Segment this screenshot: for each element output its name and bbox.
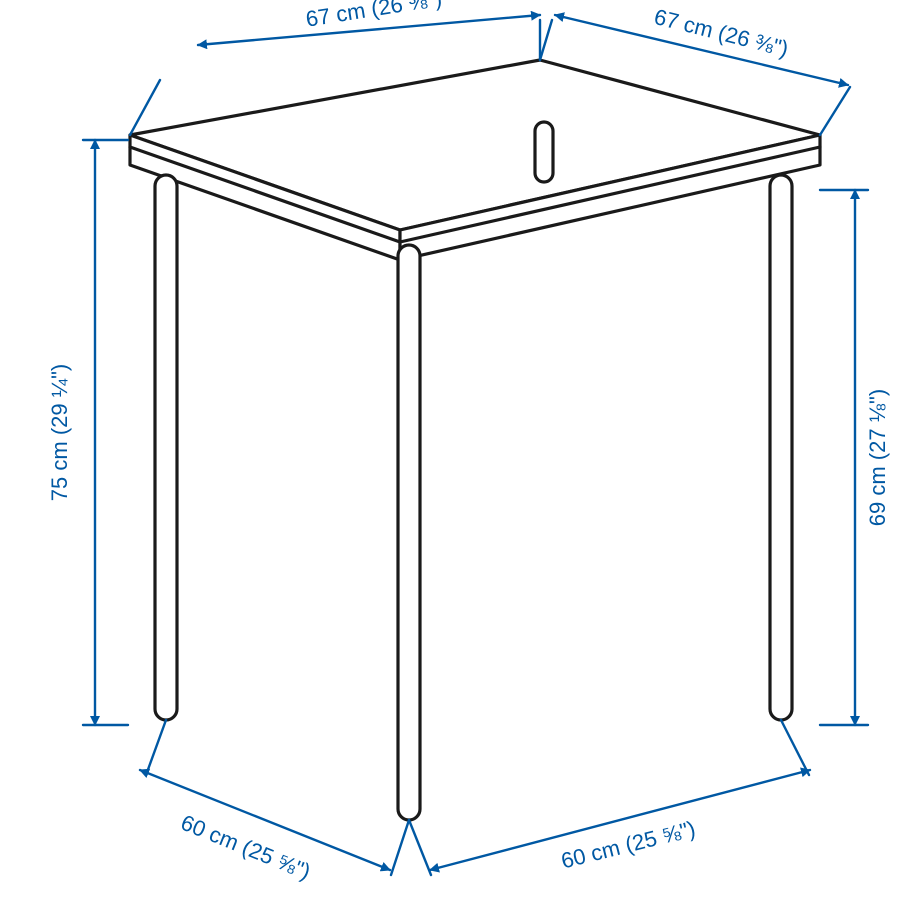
dim-label-base-depth: 60 cm (25 ⅝")	[177, 810, 314, 885]
dim-label-top-depth: 67 cm (26 ⅜")	[652, 4, 791, 62]
dim-label-top-width: 67 cm (26 ⅜")	[304, 0, 444, 32]
table-outline	[130, 60, 820, 820]
dim-label-height-total: 75 cm (29 ¼")	[47, 364, 72, 501]
dim-label-height-under: 69 cm (27 ⅛")	[865, 389, 890, 526]
dim-label-base-width: 60 cm (25 ⅝")	[558, 816, 697, 874]
dimension-drawing: 67 cm (26 ⅜") 67 cm (26 ⅜") 75 cm (29 ¼") 6…	[0, 0, 900, 900]
